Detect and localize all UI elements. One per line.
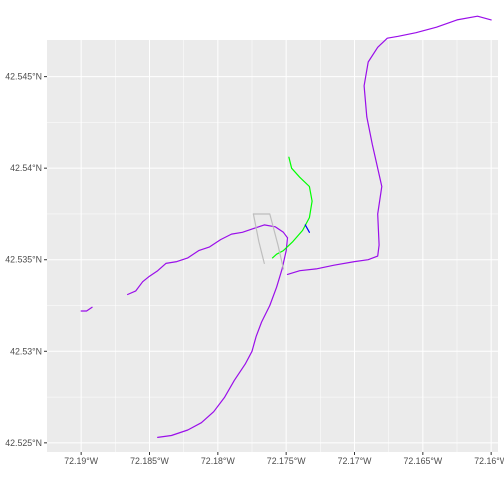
x-tick-label: 72.185°W [130,456,169,466]
plot-panel [47,40,498,452]
y-tick-label: 42.53°N [10,346,42,356]
y-tick-label: 42.525°N [5,438,42,448]
y-tick-label: 42.545°N [5,72,42,82]
x-tick-label: 72.19°W [64,456,99,466]
y-tick-label: 42.54°N [10,163,42,173]
x-tick-label: 72.16°W [474,456,504,466]
x-tick-label: 72.175°W [267,456,306,466]
x-tick-label: 72.165°W [403,456,442,466]
x-axis: 72.19°W 72.185°W 72.18°W 72.175°W 72.17°W 72.… [64,452,504,466]
x-tick-label: 72.18°W [201,456,236,466]
y-tick-label: 42.535°N [5,255,42,265]
y-axis: 42.545°N 42.54°N 42.535°N 42.53°N 42.525°N [5,72,47,448]
x-tick-label: 72.17°W [338,456,373,466]
